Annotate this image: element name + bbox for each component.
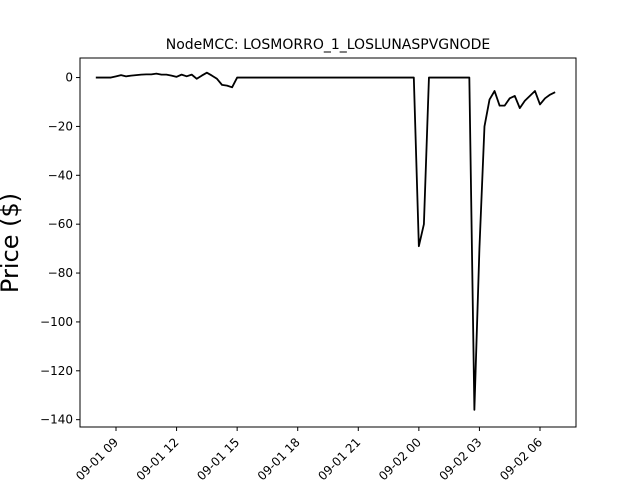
y-tick-label: −40 [48, 168, 73, 182]
y-tick-label: −60 [48, 217, 73, 231]
y-tick-label: −20 [48, 119, 73, 133]
y-axis-ticks: 0 −20 −40 −60 −80 −100 −120 −140 [40, 71, 80, 427]
y-tick-label: −140 [40, 413, 73, 427]
y-tick-label: −100 [40, 315, 73, 329]
y-tick-label: −80 [48, 266, 73, 280]
y-tick-label: 0 [65, 71, 73, 85]
y-axis-label: Price ($) [0, 193, 24, 293]
y-tick-label: −120 [40, 364, 73, 378]
plot-frame [79, 57, 577, 428]
series-layer [95, 71, 556, 411]
series-line-0 [95, 71, 556, 411]
chart-title: NodeMCC: LOSMORRO_1_LOSLUNASPVGNODE [166, 37, 491, 53]
